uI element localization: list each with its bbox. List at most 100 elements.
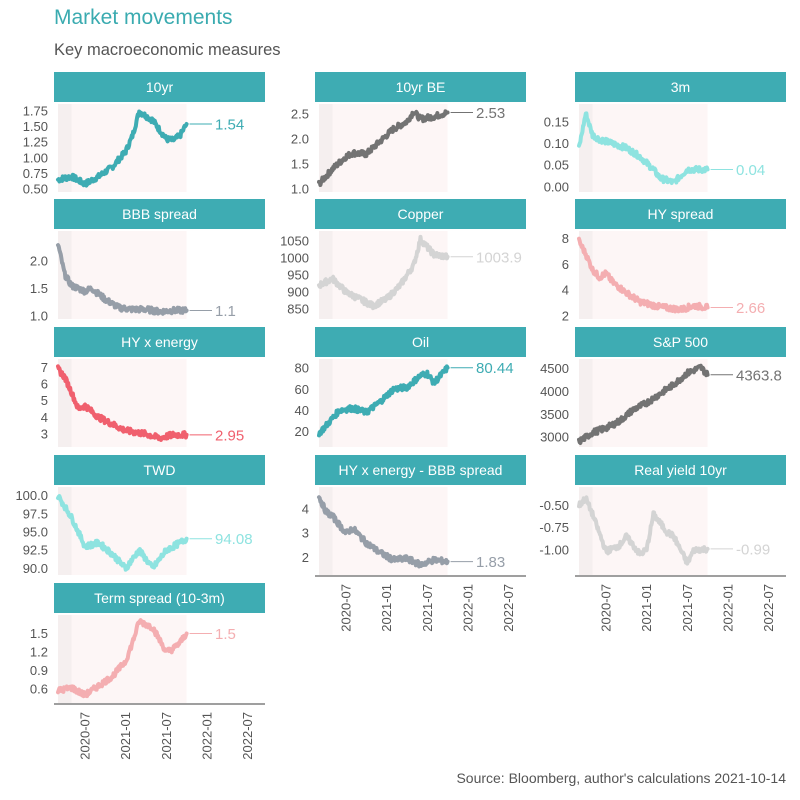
y-tick-label: 1050	[280, 234, 309, 249]
y-tick-label: -0.50	[539, 498, 569, 513]
x-tick-label: 2021-01	[379, 584, 394, 632]
y-tick-label: 97.5	[23, 506, 48, 521]
y-tick-label: 1.75	[23, 103, 48, 118]
y-tick-label: 1.50	[23, 119, 48, 134]
panel: 3000 3500 4000 4500 4363.8	[540, 359, 782, 447]
last-value-label: 94.08	[215, 531, 253, 548]
panel: 850 900 950 1000 1050 1003.9	[280, 231, 522, 319]
shaded-period	[58, 231, 187, 319]
series-line	[56, 364, 189, 442]
y-tick-label: 1.2	[30, 645, 48, 660]
chart-subtitle: Key macroeconomic measures	[54, 41, 281, 59]
panel-strip: BBB spread	[54, 199, 265, 229]
last-value-label: 2.95	[215, 427, 244, 444]
x-tick-label: 2021-07	[680, 584, 695, 632]
y-tick-label: 0.9	[30, 663, 48, 678]
y-tick-label: 0.15	[544, 114, 569, 129]
panel-strip: HY spread	[575, 199, 786, 229]
panel-strip: TWD	[54, 455, 265, 485]
x-tick-label: 2022-01	[720, 584, 735, 632]
y-tick-label: 60	[295, 382, 309, 397]
series-line	[56, 109, 189, 188]
last-value-label: 2.66	[736, 300, 765, 317]
y-tick-label: 0.10	[544, 136, 569, 151]
x-tick-label: 2021-01	[639, 584, 654, 632]
last-value-label: 1.54	[215, 117, 244, 134]
y-tick-label: 0.75	[23, 166, 48, 181]
x-tick-label: 2022-07	[240, 712, 255, 760]
panel-strip: Copper	[315, 199, 526, 229]
panel: 0.00 0.05 0.10 0.15 0.04	[544, 104, 765, 194]
y-tick-label: 2	[562, 309, 569, 324]
last-value-label: 1.1	[215, 303, 236, 320]
y-tick-label: 92.5	[23, 543, 48, 558]
series-line	[577, 111, 710, 185]
y-tick-label: 1.5	[30, 626, 48, 641]
y-tick-label: 4000	[540, 384, 569, 399]
x-tick-label: 2020-07	[339, 584, 354, 632]
series-line	[56, 494, 189, 572]
y-tick-label: 100.0	[15, 488, 48, 503]
panel-strip: HY x energy	[54, 327, 265, 357]
y-tick-label: 4	[41, 410, 48, 425]
x-tick-label: 2021-07	[159, 712, 174, 760]
series-line	[577, 495, 710, 566]
y-tick-label: 1.00	[23, 150, 48, 165]
y-tick-label: 4500	[540, 361, 569, 376]
x-tick-label: 2020-07	[599, 584, 614, 632]
panel-strip: Term spread (10-3m)	[54, 583, 265, 613]
panel: 20 40 60 80 80.44	[295, 359, 514, 447]
panel-strip: 10yr	[54, 72, 265, 102]
panel: -1.00 -0.75 -0.50 -0.99 2020-07 2021-01 2021-0…	[539, 487, 786, 632]
last-value-label: 1.5	[215, 626, 236, 643]
y-tick-label: 1.25	[23, 135, 48, 150]
last-value-label: 80.44	[476, 360, 514, 377]
y-tick-label: 950	[287, 268, 309, 283]
panel: 3 4 56 7 2.95	[41, 359, 244, 447]
last-value-label: 0.04	[736, 162, 765, 179]
y-tick-label: 7	[41, 360, 48, 375]
x-tick-label: 2022-01	[199, 712, 214, 760]
panel: 1.0 1.5 2.0 2.5 2.53	[291, 104, 505, 197]
series-line	[317, 495, 450, 569]
panel-strip: HY x energy - BBB spread	[315, 455, 526, 485]
y-tick-label: 90.0	[23, 561, 48, 576]
last-value-label: 1.83	[476, 554, 505, 571]
series-line	[317, 109, 450, 187]
x-tick-label: 2022-07	[501, 584, 516, 632]
y-tick-label: 3000	[540, 430, 569, 445]
shaded-early-period	[579, 359, 593, 447]
last-value-label: 2.53	[476, 105, 505, 122]
y-tick-label: 5	[41, 393, 48, 408]
y-tick-label: 2.0	[30, 253, 48, 268]
panel-strip: 10yr BE	[315, 72, 526, 102]
y-tick-label: 80	[295, 361, 309, 376]
y-tick-label: 6	[41, 377, 48, 392]
last-value-label: 4363.8	[736, 367, 782, 384]
last-value-label: -0.99	[736, 541, 770, 558]
panel-strip: Oil	[315, 327, 526, 357]
panel: 90.0 92.5 95.0 97.5 100.0 94.08	[15, 487, 253, 576]
panel: 1.0 1.5 2.0 1.1	[30, 231, 236, 324]
panel-strip: S&P 500	[575, 327, 786, 357]
shaded-early-period	[58, 104, 72, 192]
y-tick-label: 4	[562, 283, 569, 298]
y-tick-label: 900	[287, 285, 309, 300]
y-tick-label: 0.50	[23, 182, 48, 197]
shaded-period	[579, 104, 708, 192]
last-value-label: 1003.9	[476, 249, 522, 266]
series-line	[317, 364, 450, 438]
y-tick-label: 850	[287, 302, 309, 317]
y-tick-label: 40	[295, 403, 309, 418]
source-caption: Source: Bloomberg, author's calculations…	[456, 770, 786, 786]
panel: 2 4 6 8 2.66	[562, 231, 765, 324]
shaded-early-period	[58, 615, 72, 703]
y-tick-label: 1.5	[30, 281, 48, 296]
series-line	[577, 363, 710, 445]
y-tick-label: 3	[302, 526, 309, 541]
y-tick-label: -0.75	[539, 520, 569, 535]
y-tick-label: 3500	[540, 407, 569, 422]
shaded-early-period	[319, 231, 333, 319]
y-tick-label: 95.0	[23, 525, 48, 540]
